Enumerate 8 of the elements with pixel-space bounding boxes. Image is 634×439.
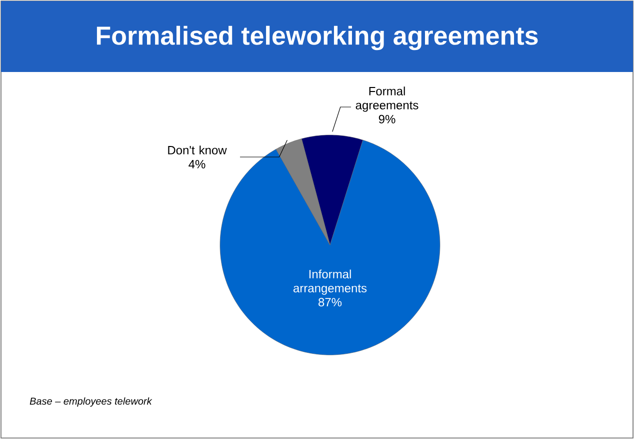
data-label: 4%	[188, 160, 206, 168]
slice-label: Don't know	[168, 146, 227, 154]
slice-label: Formal agreements	[356, 86, 418, 112]
data-label: 9%	[378, 114, 396, 124]
slice-label: Informal arrangements	[293, 270, 367, 295]
text: Base – employees telework	[30, 397, 152, 407]
data-label: 87%	[318, 298, 342, 306]
chart-title: Formalised teleworking agreements	[96, 26, 538, 50]
